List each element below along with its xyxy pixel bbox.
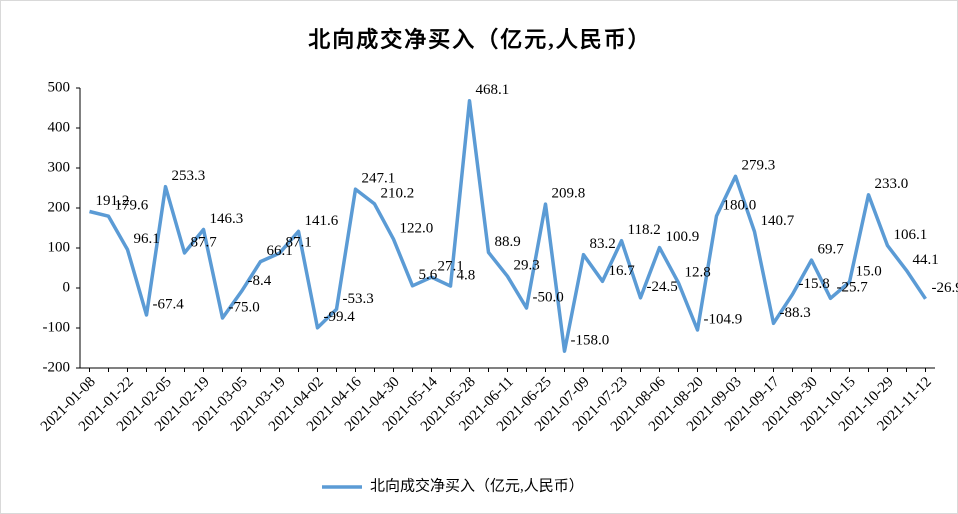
y-tick-label: -200 xyxy=(43,359,71,375)
data-label: -8.4 xyxy=(248,273,272,289)
data-label: 88.9 xyxy=(495,234,521,250)
data-label: 247.1 xyxy=(362,171,396,187)
y-tick-label: -100 xyxy=(43,319,71,335)
data-label: 122.0 xyxy=(400,221,434,237)
data-label: -25.7 xyxy=(837,280,869,296)
data-label: 27.1 xyxy=(438,259,464,275)
data-label: 146.3 xyxy=(210,211,244,227)
data-label: 141.6 xyxy=(305,213,339,229)
data-label: 44.1 xyxy=(913,252,939,268)
y-tick-label: 100 xyxy=(48,239,71,255)
data-label: 12.8 xyxy=(685,264,711,280)
y-tick-label: 300 xyxy=(48,159,71,175)
data-label: -53.3 xyxy=(343,291,374,307)
data-label: -67.4 xyxy=(153,296,185,312)
data-label: -26.9 xyxy=(932,280,958,296)
data-label: -50.0 xyxy=(533,289,564,305)
y-tick-label: 0 xyxy=(63,279,71,295)
data-label: 5.6 xyxy=(419,267,438,283)
data-label: 233.0 xyxy=(875,176,909,192)
data-label: 66.1 xyxy=(267,243,293,259)
data-label: 253.3 xyxy=(172,168,206,184)
data-label: -158.0 xyxy=(571,333,610,349)
data-label: 118.2 xyxy=(628,222,661,238)
data-label: 16.7 xyxy=(609,263,636,279)
series-line xyxy=(89,99,927,353)
data-label: 96.1 xyxy=(134,231,160,247)
data-label: -24.5 xyxy=(647,279,678,295)
data-label: 209.8 xyxy=(552,186,586,202)
data-label: 180.0 xyxy=(723,197,757,213)
data-label: -15.8 xyxy=(799,276,830,292)
y-tick-label: 200 xyxy=(48,199,71,215)
data-label: 29.3 xyxy=(514,258,540,274)
data-label: 87.7 xyxy=(191,234,218,250)
data-label: 210.2 xyxy=(381,185,415,201)
data-label: -88.3 xyxy=(780,305,811,321)
y-tick-label: 400 xyxy=(48,119,71,135)
data-label: 4.8 xyxy=(457,268,476,284)
data-label: 468.1 xyxy=(476,82,510,98)
data-label: 106.1 xyxy=(894,227,928,243)
data-label: 179.6 xyxy=(115,198,149,214)
data-label: -75.0 xyxy=(229,299,260,315)
data-label: 69.7 xyxy=(818,242,845,258)
data-label: 191.2 xyxy=(96,193,130,209)
legend-label: 北向成交净买入（亿元,人民币） xyxy=(370,476,584,494)
data-label: 279.3 xyxy=(742,158,776,174)
y-tick-label: 500 xyxy=(48,79,71,95)
data-label: -104.9 xyxy=(704,311,743,327)
data-label: 100.9 xyxy=(666,229,700,245)
data-label: 15.0 xyxy=(856,263,882,279)
chart-title: 北向成交净买入（亿元,人民币） xyxy=(308,27,652,52)
data-label: 140.7 xyxy=(761,213,795,229)
data-label: 87.1 xyxy=(286,235,312,251)
data-label: -99.4 xyxy=(324,309,356,325)
data-label: 83.2 xyxy=(590,236,616,252)
